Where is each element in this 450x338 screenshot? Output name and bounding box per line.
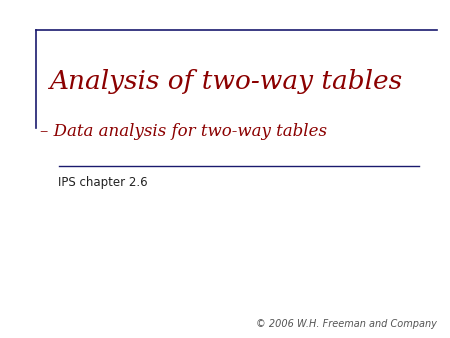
Text: © 2006 W.H. Freeman and Company: © 2006 W.H. Freeman and Company bbox=[256, 319, 436, 330]
Text: – Data analysis for two-way tables: – Data analysis for two-way tables bbox=[40, 123, 328, 140]
Text: IPS chapter 2.6: IPS chapter 2.6 bbox=[58, 176, 148, 189]
Text: Analysis of two-way tables: Analysis of two-way tables bbox=[50, 69, 403, 94]
